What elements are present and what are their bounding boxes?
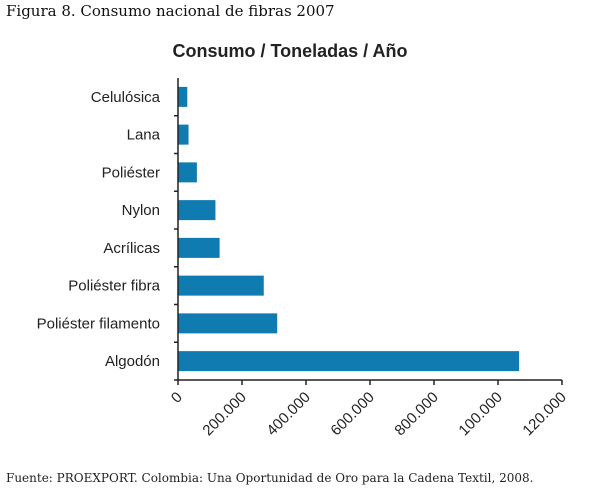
bar <box>178 124 189 145</box>
bar <box>178 162 197 183</box>
bar <box>178 200 216 221</box>
category-label: Algodón <box>105 353 160 370</box>
chart-title: Consumo / Toneladas / Año <box>172 41 407 61</box>
x-tick-label: 120.000 <box>519 389 569 439</box>
category-label: Celulósica <box>91 89 161 106</box>
bar <box>178 313 278 334</box>
bar <box>178 86 188 107</box>
x-tick-label: 400.000 <box>263 389 313 439</box>
x-tick-label: 200.000 <box>199 389 249 439</box>
category-label: Poliéster filamento <box>37 315 160 332</box>
bar <box>178 237 220 258</box>
category-label: Nylon <box>122 202 160 219</box>
x-tick-label: 0 <box>168 389 186 407</box>
figure-title: Figura 8. Consumo nacional de fibras 200… <box>6 2 335 20</box>
bar <box>178 275 264 296</box>
source-note: Fuente: PROEXPORT. Colombia: Una Oportun… <box>6 471 534 485</box>
x-tick-label: 100.000 <box>455 389 505 439</box>
category-label: Poliéster <box>102 164 160 181</box>
bar <box>178 351 520 372</box>
category-label: Poliéster fibra <box>68 278 160 295</box>
x-tick-label: 800.000 <box>391 389 441 439</box>
category-label: Acrílicas <box>103 240 160 257</box>
x-tick-label: 600.000 <box>327 389 377 439</box>
category-label: Lana <box>127 127 161 144</box>
